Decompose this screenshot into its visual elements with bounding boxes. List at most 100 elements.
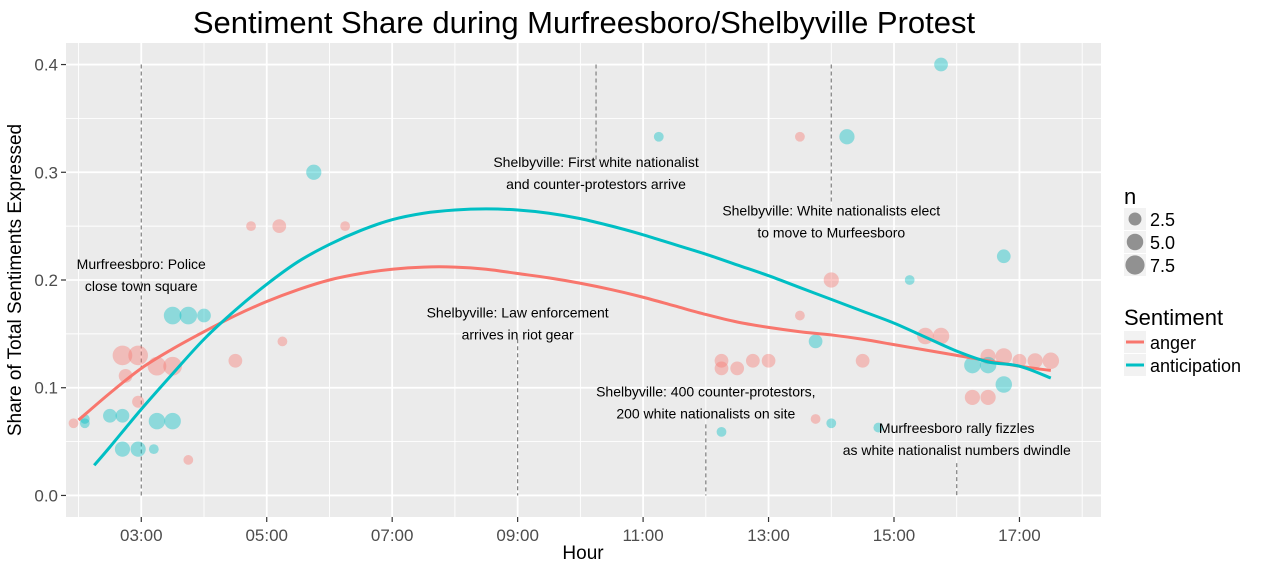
x-tick-label: 09:00: [496, 526, 539, 545]
x-tick-label: 03:00: [120, 526, 163, 545]
point-anger: [795, 310, 805, 321]
point-anger: [272, 219, 287, 234]
smooth-lines: [77, 207, 1052, 467]
event-lines: [140, 64, 958, 496]
point-anger: [163, 356, 182, 376]
event-label-line: Shelbyville: 400 counter-protestors,: [596, 383, 815, 399]
size-legend-label: 2.5: [1150, 210, 1175, 230]
point-anticipation: [130, 441, 146, 457]
size-legend-key: [1124, 208, 1146, 230]
point-anticipation: [996, 249, 1011, 264]
point-anticipation: [114, 441, 131, 457]
point-anticipation: [197, 308, 211, 323]
x-axis: 03:00 05:00 07:00 09:00 11:00 13:00 15:00 17:00: [120, 517, 1041, 545]
point-anger: [1027, 353, 1043, 369]
point-anger: [714, 353, 729, 368]
chart-title: Sentiment Share during Murfreesboro/Shel…: [193, 5, 976, 40]
point-anger: [1042, 352, 1060, 370]
point-anticipation: [148, 412, 166, 430]
color-legend-label: anger: [1150, 333, 1196, 353]
size-legend-symbol: [1126, 233, 1144, 251]
event-label: Murfreesboro: Police close town square: [77, 256, 206, 294]
x-tick-label: 15:00: [873, 526, 916, 545]
y-axis: 0.0 0.1 0.2 0.3 0.4: [34, 56, 66, 505]
point-anticipation: [995, 376, 1013, 393]
point-anticipation: [964, 356, 981, 374]
event-label: Shelbyville: 400 counter-protestors, 200 …: [596, 383, 815, 421]
size-legend: n 2.5 5.0 7.5: [1124, 184, 1175, 276]
event-label-line: 200 white nationalists on site: [616, 405, 795, 421]
x-tick-label: 17:00: [998, 526, 1041, 545]
event-label-line: Murfreesboro rally fizzles: [879, 420, 1035, 436]
event-label-line: Shelbyville: Law enforcement: [427, 305, 609, 321]
event-label-line: Shelbyville: White nationalists elect: [722, 202, 940, 218]
event-label-line: and counter-protestors arrive: [506, 176, 686, 192]
x-tick-label: 13:00: [747, 526, 790, 545]
point-anticipation: [873, 422, 884, 433]
size-legend-label: 5.0: [1150, 233, 1175, 253]
point-anticipation: [179, 306, 198, 325]
x-tick-label: 11:00: [622, 526, 663, 545]
event-label-line: close town square: [85, 278, 198, 294]
point-anger: [855, 353, 870, 368]
size-legend-symbol: [1128, 212, 1142, 226]
x-tick-label: 05:00: [245, 526, 288, 545]
y-tick-label: 0.0: [34, 486, 58, 505]
event-label-line: arrives in riot gear: [462, 327, 574, 343]
point-anger: [183, 455, 194, 465]
point-anger: [795, 131, 805, 142]
point-anticipation: [148, 444, 159, 455]
point-anger: [980, 389, 996, 406]
point-anger: [246, 221, 256, 232]
point-anger: [714, 361, 729, 376]
smooth-line-anticipation: [93, 207, 1052, 467]
point-anticipation: [163, 306, 182, 325]
y-axis-title: Share of Total Sentiments Expressed: [5, 124, 26, 436]
point-anticipation: [808, 334, 823, 349]
y-tick-label: 0.4: [34, 56, 58, 75]
grid-major: [66, 43, 1101, 517]
point-anger: [964, 389, 981, 406]
point-anger: [730, 361, 745, 376]
point-anticipation: [934, 57, 948, 72]
point-anger: [340, 221, 351, 232]
point-anticipation: [653, 131, 664, 142]
color-legend-title: Sentiment: [1124, 305, 1223, 330]
event-label-line: as white nationalist numbers dwindle: [843, 442, 1071, 458]
point-anticipation: [306, 164, 322, 180]
point-anger: [810, 414, 821, 424]
event-label-line: to move to Murfeesboro: [757, 224, 905, 240]
point-anger: [761, 353, 776, 368]
event-label: Murfreesboro rally fizzles as white natio…: [843, 420, 1071, 458]
size-legend-key: [1124, 231, 1146, 253]
point-anticipation: [826, 418, 837, 429]
size-legend-title: n: [1124, 184, 1136, 209]
point-anger: [228, 353, 243, 368]
event-label: Shelbyville: First white nationalist and …: [493, 154, 699, 192]
size-legend-label: 7.5: [1150, 256, 1175, 276]
point-anger: [823, 272, 839, 288]
point-anger: [932, 327, 950, 345]
size-legend-symbol: [1125, 255, 1145, 275]
color-legend-label: anticipation: [1150, 356, 1241, 376]
point-anticipation: [79, 418, 90, 429]
event-label: Shelbyville: White nationalists elect to …: [722, 202, 940, 240]
point-anger: [277, 336, 288, 347]
point-anger: [128, 345, 148, 366]
y-tick-label: 0.2: [34, 271, 58, 290]
x-tick-label: 07:00: [371, 526, 414, 545]
smooth-line-anger: [77, 265, 1052, 422]
point-anger: [995, 348, 1013, 365]
point-anticipation: [839, 129, 855, 145]
size-legend-key: [1124, 254, 1146, 276]
point-anger: [68, 418, 79, 429]
point-anticipation: [716, 426, 727, 437]
event-label-line: Shelbyville: First white nationalist: [493, 154, 699, 170]
event-label-line: Murfreesboro: Police: [77, 256, 206, 272]
point-anticipation: [115, 408, 130, 423]
y-tick-label: 0.1: [34, 379, 58, 398]
y-tick-label: 0.3: [34, 163, 58, 182]
point-anticipation: [103, 408, 117, 423]
event-label: Shelbyville: Law enforcement arrives in r…: [427, 305, 609, 343]
